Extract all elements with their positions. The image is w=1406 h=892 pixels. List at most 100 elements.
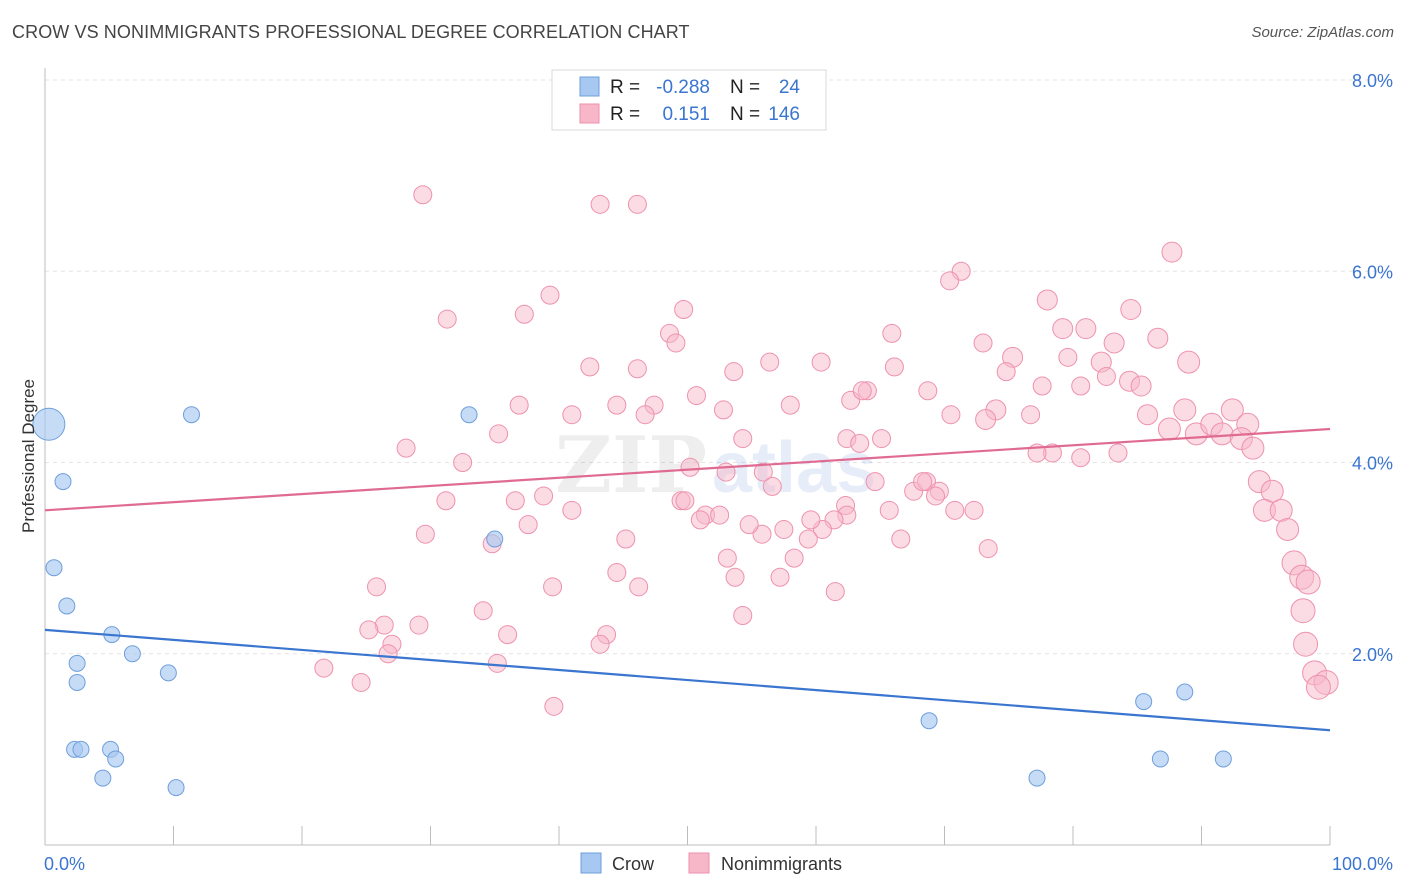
nonimmigrants-point xyxy=(739,515,759,535)
nonimmigrants-point xyxy=(913,472,933,492)
crow-point xyxy=(94,769,112,787)
nonimmigrants-points xyxy=(314,185,1339,716)
nonimmigrants-point xyxy=(940,271,960,291)
nonimmigrants-point xyxy=(852,381,872,401)
nonimmigrants-point xyxy=(1241,436,1265,460)
nonimmigrants-point xyxy=(675,491,695,511)
nonimmigrants-point xyxy=(733,606,753,625)
nonimmigrants-point xyxy=(1290,598,1316,624)
nonimmigrants-point xyxy=(1130,375,1152,397)
nonimmigrants-point xyxy=(453,453,473,472)
nonimmigrants-point xyxy=(590,634,610,654)
nonimmigrants-point xyxy=(973,333,993,353)
nonimmigrants-point xyxy=(1177,350,1201,374)
nonimmigrants-point xyxy=(590,194,610,214)
nonimmigrants-point xyxy=(1161,241,1183,263)
nonimmigrants-point xyxy=(509,395,529,415)
watermark: ZIP atlas xyxy=(555,420,876,511)
nonimmigrants-point xyxy=(811,352,831,372)
crow-points xyxy=(32,406,1232,797)
nonimmigrants-point xyxy=(891,529,911,549)
nonimmigrants-point xyxy=(865,472,885,492)
crow-point xyxy=(182,406,200,424)
source-label: Source: ZipAtlas.com xyxy=(1251,24,1394,41)
nonimmigrants-point xyxy=(770,567,790,587)
nonimmigrants-point xyxy=(780,395,800,415)
stats-non-swatch xyxy=(579,103,600,124)
nonimmigrants-point xyxy=(850,433,870,453)
stats-non-n-label: N = xyxy=(730,104,765,125)
nonimmigrants-point xyxy=(798,529,818,549)
nonimmigrants-point xyxy=(872,429,892,449)
nonimmigrants-point xyxy=(1210,422,1234,446)
y-axis-label: Professional Degree xyxy=(19,379,38,533)
crow-point xyxy=(68,673,86,691)
nonimmigrants-point xyxy=(1021,405,1041,425)
nonimmigrants-point xyxy=(1120,299,1142,320)
nonimmigrants-point xyxy=(1071,376,1091,396)
nonimmigrants-point xyxy=(378,644,398,664)
stats-crow-n-label: N = xyxy=(730,77,765,98)
nonimmigrants-point xyxy=(351,672,371,692)
crow-point xyxy=(486,530,504,548)
nonimmigrants-point xyxy=(710,505,730,525)
crow-point xyxy=(1028,769,1046,787)
nonimmigrants-point xyxy=(760,352,780,372)
nonimmigrants-point xyxy=(534,486,554,506)
nonimmigrants-point xyxy=(1305,674,1331,700)
crow-point xyxy=(159,664,177,682)
nonimmigrants-point xyxy=(680,457,700,477)
nonimmigrants-point xyxy=(514,304,534,324)
nonimmigrants-point xyxy=(801,510,821,530)
nonimmigrants-point xyxy=(562,405,582,425)
nonimmigrants-point xyxy=(437,309,457,329)
nonimmigrants-point xyxy=(498,625,518,645)
nonimmigrants-point xyxy=(690,510,710,530)
nonimmigrants-point xyxy=(1295,569,1321,595)
crow-point xyxy=(68,654,86,672)
bottom-legend: Crow Nonimmigrants xyxy=(580,852,842,874)
nonimmigrants-point xyxy=(367,577,387,597)
nonimmigrants-point xyxy=(409,615,429,635)
crow-point xyxy=(1151,750,1169,768)
y-tick-label: 2.0% xyxy=(1352,645,1393,665)
nonimmigrants-point xyxy=(544,696,564,716)
stats-non-r-label: R = xyxy=(610,104,645,125)
stats-crow-swatch xyxy=(579,76,600,97)
grid-lines xyxy=(45,79,1392,655)
nonimmigrants-point xyxy=(616,529,636,549)
nonimmigrants-point xyxy=(666,333,686,353)
crow-point xyxy=(32,407,66,441)
crow-point xyxy=(107,750,125,768)
nonimmigrants-point xyxy=(774,519,794,539)
nonimmigrants-point xyxy=(396,438,416,458)
nonimmigrants-point xyxy=(607,395,627,415)
stats-crow-r-value: -0.288 xyxy=(656,77,710,98)
nonimmigrants-point xyxy=(1173,398,1197,422)
nonimmigrants-point xyxy=(1103,332,1125,354)
legend-crow-swatch xyxy=(580,852,602,874)
nonimmigrants-point xyxy=(635,405,655,425)
nonimmigrants-point xyxy=(1147,327,1169,349)
chart-title: CROW VS NONIMMIGRANTS PROFESSIONAL DEGRE… xyxy=(12,22,690,42)
crow-point xyxy=(45,559,63,577)
nonimmigrants-point xyxy=(1157,417,1181,441)
nonimmigrants-point xyxy=(1052,318,1074,340)
nonimmigrants-point xyxy=(1032,376,1052,396)
nonimmigrants-point xyxy=(1137,404,1159,426)
stats-non-r-value: 0.151 xyxy=(662,104,710,125)
nonimmigrants-point xyxy=(518,515,538,535)
nonimmigrants-point xyxy=(884,357,904,377)
y-tick-label: 6.0% xyxy=(1352,262,1393,282)
nonimmigrants-point xyxy=(945,500,965,520)
crow-point xyxy=(72,740,90,758)
nonimmigrants-point xyxy=(713,400,733,420)
nonimmigrants-point xyxy=(580,357,600,377)
legend-non-label: Nonimmigrants xyxy=(721,854,842,874)
nonimmigrants-point xyxy=(473,601,493,621)
nonimmigrants-point xyxy=(487,653,507,673)
nonimmigrants-point xyxy=(627,359,647,379)
nonimmigrants-point xyxy=(1220,398,1244,422)
nonimmigrants-point xyxy=(436,491,456,511)
